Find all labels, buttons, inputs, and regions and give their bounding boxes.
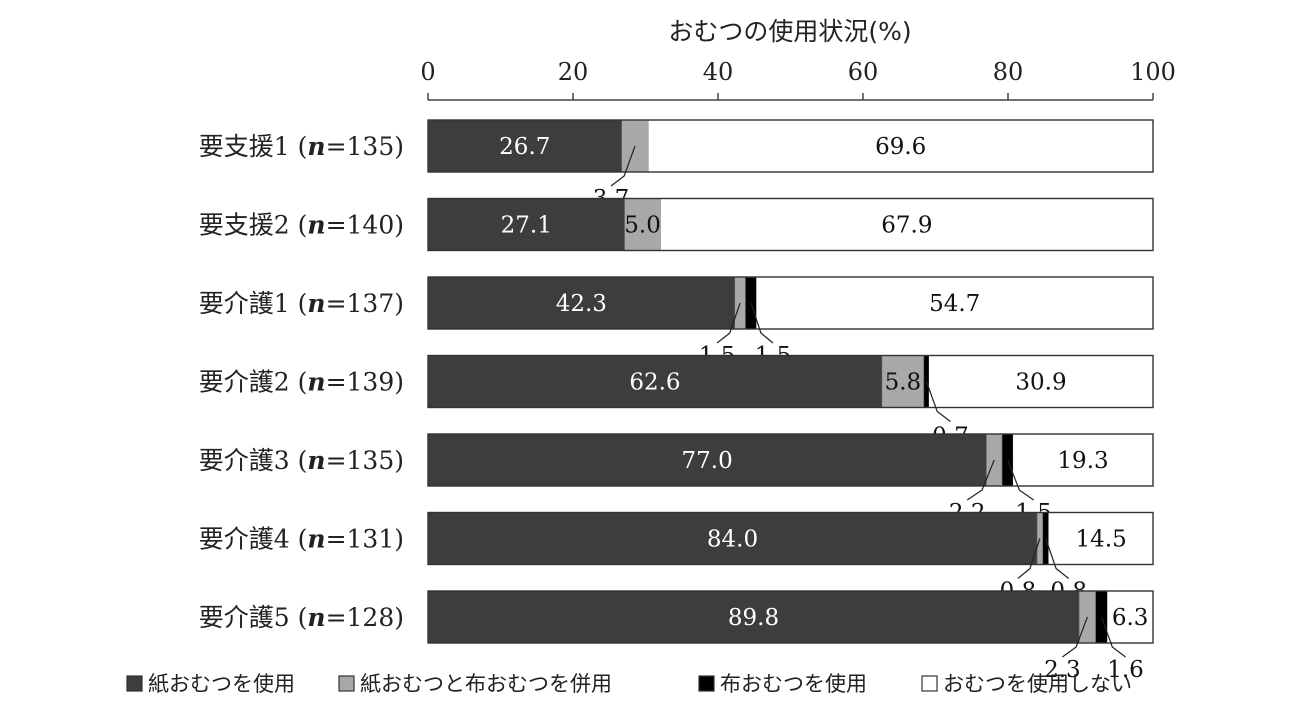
leader-line: [1007, 459, 1034, 501]
chart-title: おむつの使用状況(%): [668, 17, 911, 46]
x-tick-label: 20: [558, 58, 589, 86]
bar-outline: [427, 433, 1154, 487]
legend-swatch: [921, 675, 938, 692]
data-label: 69.6: [875, 134, 926, 160]
data-label: 30.9: [1015, 370, 1066, 396]
category-label: 要介護3 (n=135): [199, 446, 404, 475]
leader-line: [1100, 616, 1126, 658]
bar-row: 要介護4 (n=131)84.00.80.814.5: [199, 511, 1154, 605]
leader-line: [1017, 538, 1041, 579]
data-label: 5.0: [624, 213, 661, 239]
category-label: 要介護5 (n=128): [199, 603, 404, 632]
x-tick-label: 80: [993, 58, 1024, 86]
bar-segment: [1078, 590, 1097, 644]
bar-segment: [427, 119, 622, 173]
data-label: 89.8: [728, 605, 779, 631]
leader-line: [1062, 616, 1088, 658]
category-label: 要支援2 (n=140): [199, 211, 404, 240]
legend-swatch: [126, 675, 143, 692]
data-label: 54.7: [929, 291, 980, 317]
x-tick-label: 100: [1130, 58, 1176, 86]
bar-segment: [881, 355, 925, 408]
bar-segment: [1107, 591, 1153, 643]
leader-line: [966, 459, 995, 501]
bar-segment: [1048, 512, 1154, 565]
category-label: 要介護4 (n=131): [199, 525, 404, 554]
data-label: 62.6: [629, 370, 680, 396]
x-tick-label: 0: [420, 58, 435, 86]
category-label: 要介護1 (n=137): [199, 289, 404, 318]
bar-segment: [928, 355, 1153, 408]
bar-segment: [427, 276, 735, 330]
legend-label: おむつを使用しない: [943, 672, 1132, 696]
legend-swatch: [698, 675, 715, 692]
data-label: 2.3: [1044, 657, 1081, 683]
bar-segment: [756, 277, 1153, 329]
legend: 紙おむつを使用 紙おむつと布おむつを併用 布おむつを使用 おむつを使用しない: [126, 672, 1132, 696]
bar-outline: [427, 354, 1154, 409]
category-label: 要介護2 (n=139): [199, 368, 404, 397]
data-label: 1.6: [1107, 657, 1144, 683]
data-label: 77.0: [682, 448, 733, 474]
data-label: 42.3: [556, 291, 607, 317]
bar-row: 要介護1 (n=137)42.31.51.554.7: [199, 276, 1154, 369]
bar-row: 要介護5 (n=128) 89.8 2.3 1.6 6.3: [199, 590, 1154, 683]
leader-line: [610, 145, 636, 187]
bar-outline: [427, 511, 1154, 566]
data-label: 19.3: [1057, 448, 1108, 474]
bar-segment: [1013, 434, 1153, 486]
bar-row: 要介護2 (n=139)62.65.80.730.9: [199, 354, 1154, 450]
leader-line: [750, 302, 774, 344]
bar-segment: [1095, 590, 1108, 644]
category-label: 要支援1 (n=135): [199, 132, 404, 161]
x-tick-label: 60: [848, 58, 879, 86]
bar-outline: [427, 119, 1154, 173]
leader-line: [716, 302, 741, 344]
bar-segment: [427, 433, 987, 487]
bar-row: 要支援1 (n=135)26.73.769.6: [199, 119, 1154, 212]
legend-label: 紙おむつを使用: [148, 672, 295, 696]
legend-label: 布おむつを使用: [720, 672, 867, 696]
x-tick-label: 40: [703, 58, 734, 86]
legend-swatch: [338, 675, 355, 692]
data-label: 14.5: [1076, 527, 1127, 553]
bar-segment: [648, 120, 1153, 172]
bar-row: 要介護3 (n=135)77.02.21.519.3: [199, 433, 1154, 526]
legend-label: 紙おむつと布おむつを併用: [360, 672, 612, 696]
data-label: 84.0: [707, 527, 758, 553]
bar-segment: [427, 512, 1038, 565]
bar-outline: [427, 197, 1154, 252]
bar-row: 要支援2 (n=140) 27.1 5.0 67.9: [199, 197, 1154, 252]
leader-line: [925, 381, 951, 422]
bar-segment: [621, 119, 649, 173]
data-label: 5.8: [885, 370, 922, 396]
data-label: 6.3: [1112, 605, 1149, 631]
bar-segment: [660, 198, 1153, 251]
bar-segment: [427, 355, 883, 408]
data-label: 67.9: [881, 213, 932, 239]
leader-line: [1045, 538, 1070, 579]
data-label: 27.1: [501, 213, 552, 239]
x-axis: 0 20 40 60 80 100: [420, 58, 1176, 101]
bar-segment: [427, 590, 1080, 644]
bar-outline: [427, 276, 1154, 330]
bar-outline: [427, 590, 1154, 644]
data-label: 26.7: [499, 134, 550, 160]
